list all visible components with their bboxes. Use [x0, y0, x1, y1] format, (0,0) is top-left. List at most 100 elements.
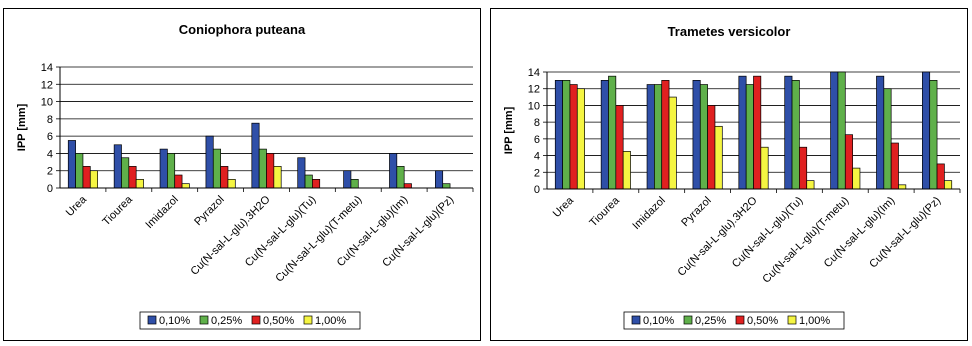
legend-swatch	[147, 315, 157, 325]
bar	[806, 180, 815, 190]
y-tick-label: 4	[534, 151, 540, 163]
bar	[562, 80, 571, 190]
bar	[615, 105, 624, 190]
bar	[113, 144, 122, 189]
y-tick-label: 8	[534, 117, 540, 129]
bar	[227, 179, 236, 189]
bar	[608, 75, 617, 190]
legend-swatch	[683, 315, 693, 325]
bar	[67, 140, 76, 189]
legend-label: 0,50%	[747, 315, 778, 327]
bar	[181, 183, 190, 189]
bar	[844, 134, 853, 190]
y-tick-label: 14	[528, 67, 540, 79]
y-tick-label: 6	[47, 131, 53, 143]
bar	[760, 146, 769, 190]
bar	[273, 166, 282, 189]
y-tick-label: 4	[47, 148, 53, 160]
bar	[350, 179, 359, 189]
bar	[297, 157, 306, 189]
legend-swatch	[631, 315, 641, 325]
legend-label: 0,25%	[695, 315, 726, 327]
bar	[89, 170, 98, 189]
bar	[622, 151, 631, 190]
y-axis-label: IPP [mm]	[503, 106, 515, 154]
bar	[791, 80, 800, 190]
bar	[852, 167, 861, 190]
bar	[389, 153, 398, 189]
bar	[799, 146, 808, 190]
legend-label: 0,10%	[159, 315, 190, 327]
bar	[576, 88, 585, 190]
legend: 0,10% 0,25% 0,50% 1,00%	[623, 311, 845, 330]
legend-label: 0,25%	[211, 315, 242, 327]
bar	[936, 163, 945, 190]
bar	[784, 75, 793, 190]
legend-swatch	[251, 315, 261, 325]
y-tick-label: 6	[534, 134, 540, 146]
y-tick-label: 12	[528, 84, 540, 96]
bar	[944, 180, 953, 190]
bar	[554, 80, 563, 190]
legend-swatch	[303, 315, 313, 325]
bar	[159, 148, 168, 189]
bar	[699, 84, 708, 190]
bar	[442, 183, 451, 189]
bar	[890, 142, 899, 190]
bar	[258, 148, 267, 189]
bar	[82, 166, 91, 189]
legend-swatch	[199, 315, 209, 325]
bar	[692, 80, 701, 190]
y-tick-label: 0	[47, 183, 53, 195]
bar	[304, 174, 313, 189]
y-tick-label: 8	[47, 114, 53, 126]
bar	[668, 96, 677, 190]
chart-title: Coniophora puteana	[179, 22, 306, 37]
chart-trametes-versicolor: Trametes versicolor 0 2 4 6 8 10 12 14 IPP [mm] Ur…	[490, 0, 968, 341]
y-tick-label: 10	[528, 100, 540, 112]
bar	[738, 75, 747, 190]
y-tick-label: 14	[41, 62, 53, 74]
bar	[266, 153, 275, 189]
legend-swatch	[787, 315, 797, 325]
bar	[403, 183, 412, 189]
bar	[174, 174, 183, 189]
chart-coniophora-puteana: Coniophora puteana 0 2 4 6 8 10 12 14 IPP [mm] Ure…	[3, 0, 481, 341]
legend-label: 0,10%	[643, 315, 674, 327]
bar	[898, 184, 907, 190]
bar	[569, 84, 578, 190]
bar	[343, 170, 352, 189]
bar	[883, 88, 892, 190]
legend-label: 1,00%	[315, 315, 346, 327]
legend-swatch	[735, 315, 745, 325]
bar	[654, 84, 663, 190]
y-tick-label: 2	[534, 167, 540, 179]
bar	[251, 122, 260, 189]
bar	[128, 166, 137, 189]
y-tick-label: 12	[41, 79, 53, 91]
bar	[876, 75, 885, 190]
bar	[661, 80, 670, 190]
bar	[922, 71, 931, 190]
bar	[220, 166, 229, 189]
y-tick-label: 10	[41, 97, 53, 109]
bar	[707, 105, 716, 190]
bar	[212, 148, 221, 189]
bar	[167, 153, 176, 189]
y-tick-label: 0	[534, 184, 540, 196]
legend-label: 1,00%	[799, 315, 830, 327]
bar	[396, 166, 405, 189]
bar	[929, 80, 938, 190]
chart-title: Trametes versicolor	[668, 24, 791, 39]
bar	[837, 71, 846, 190]
bar	[205, 135, 214, 189]
bar	[135, 179, 144, 189]
y-tick-label: 2	[47, 166, 53, 178]
bar	[830, 71, 839, 190]
bar	[121, 157, 130, 189]
bar	[753, 75, 762, 190]
bar	[745, 84, 754, 190]
bar	[435, 170, 444, 189]
